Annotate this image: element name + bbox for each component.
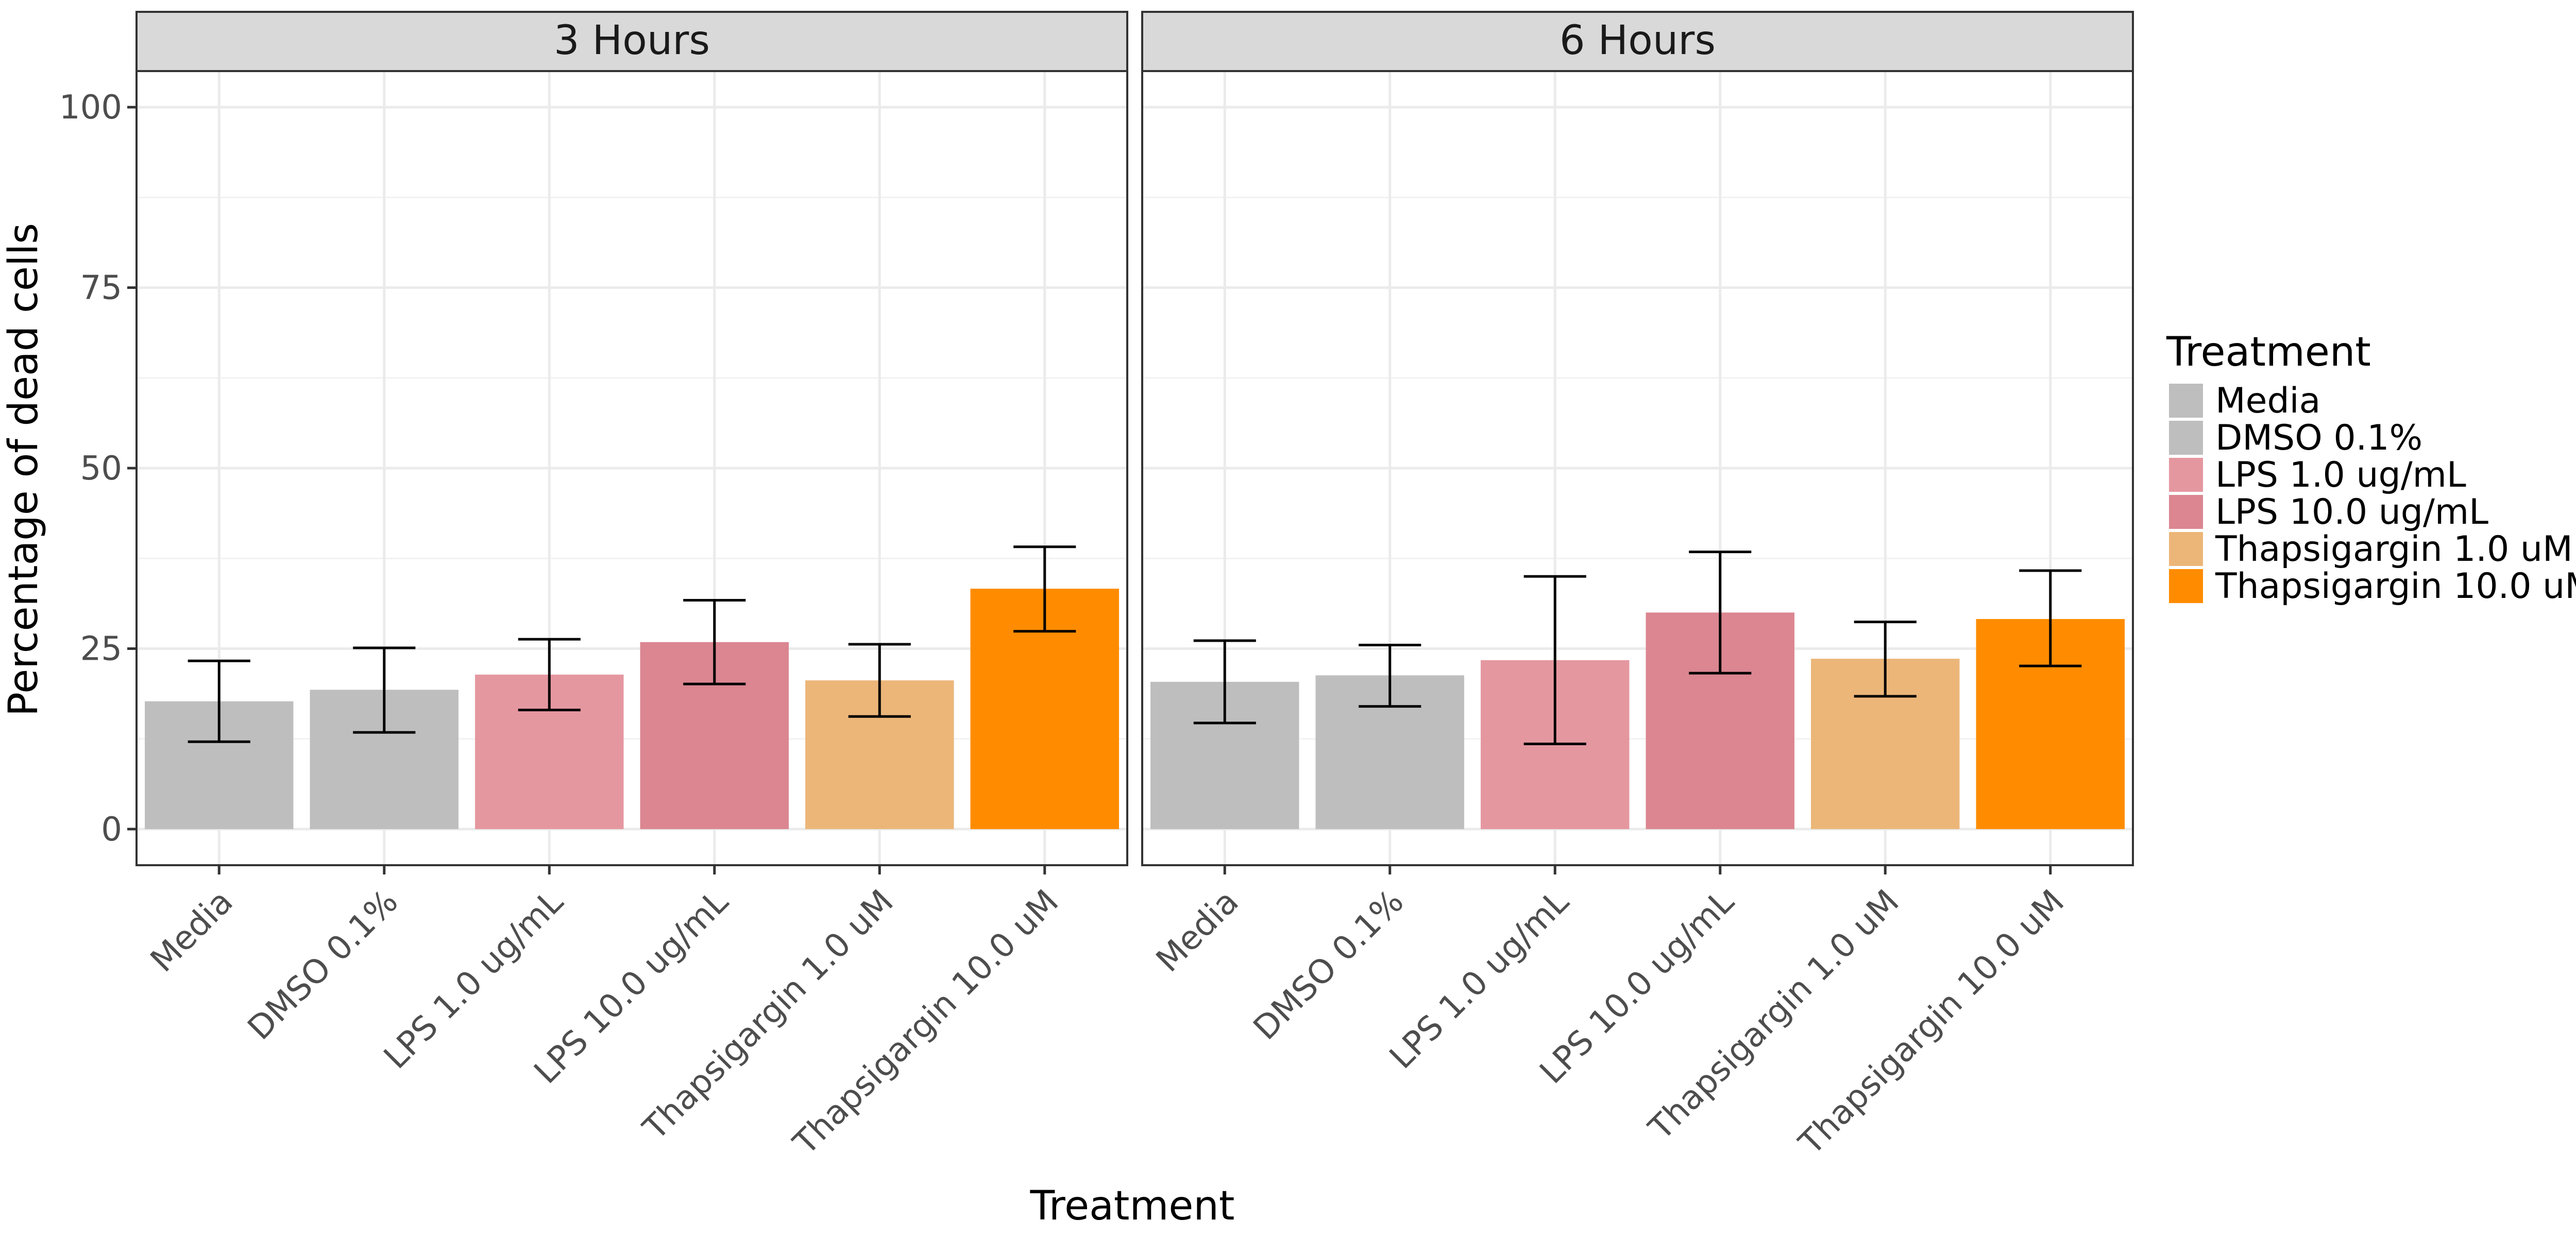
- error-bar: [353, 646, 416, 734]
- legend-label: Thapsigargin 10.0 uM: [2215, 566, 2576, 607]
- error-bar: [683, 599, 746, 685]
- error-bar: [188, 659, 250, 743]
- legend-item: LPS 1.0 ug/mL: [2169, 455, 2466, 495]
- y-tick-label: 0: [101, 811, 122, 849]
- y-tick-label: 50: [80, 450, 122, 488]
- error-bar: [2019, 569, 2082, 667]
- y-axis-title: Percentage of dead cells: [1, 223, 47, 716]
- facet-strip: [135, 11, 1128, 72]
- legend-swatch: [2169, 384, 2203, 418]
- legend-label: DMSO 0.1%: [2215, 418, 2422, 458]
- legend-swatch: [2169, 495, 2203, 529]
- legend-label: LPS 1.0 ug/mL: [2215, 455, 2466, 495]
- legend-item: Media: [2169, 381, 2320, 421]
- y-tick-label: 75: [80, 269, 122, 307]
- y-axis: 0 25 50 75 100: [59, 89, 137, 849]
- facet-strip-label: 3 Hours: [554, 18, 710, 64]
- x-tick-label: DMSO 0.1%: [1246, 883, 1411, 1048]
- legend-label: Thapsigargin 1.0 uM: [2215, 529, 2573, 570]
- error-bar: [1689, 551, 1752, 675]
- y-tick-label: 100: [59, 89, 122, 127]
- legend-title: Treatment: [2166, 329, 2371, 375]
- legend-swatch: [2169, 458, 2203, 492]
- legend-swatch: [2169, 532, 2203, 566]
- x-tick-label: LPS 1.0 ug/mL: [377, 883, 570, 1076]
- legend-swatch: [2169, 421, 2203, 455]
- error-bar: [1193, 639, 1256, 725]
- y-tick-label: 25: [80, 630, 122, 668]
- x-tick-label: DMSO 0.1%: [241, 883, 405, 1048]
- x-tick-label: Thapsigargin 10.0 uM: [786, 883, 1066, 1162]
- x-tick-label: Thapsigargin 10.0 uM: [1792, 883, 2072, 1162]
- legend-swatch: [2169, 569, 2203, 603]
- error-bar: [518, 638, 581, 712]
- legend-label: LPS 10.0 ug/mL: [2215, 492, 2488, 533]
- x-tick-label: LPS 1.0 ug/mL: [1382, 883, 1576, 1076]
- error-bar: [1523, 575, 1586, 745]
- legend-item: Thapsigargin 1.0 uM: [2169, 529, 2573, 570]
- error-bar: [848, 643, 911, 718]
- error-bar: [1013, 545, 1076, 633]
- legend-item: LPS 10.0 ug/mL: [2169, 492, 2488, 533]
- facet-strip-label: 6 Hours: [1560, 18, 1716, 64]
- legend-item: Thapsigargin 10.0 uM: [2169, 566, 2576, 607]
- error-bar: [1359, 643, 1421, 708]
- facet-strip: [1141, 11, 2134, 72]
- x-tick-label: Media: [1149, 883, 1246, 980]
- error-bar: [1854, 621, 1917, 698]
- x-tick-label: Media: [143, 883, 240, 980]
- x-axis-title: Treatment: [1030, 1183, 1235, 1229]
- legend-item: DMSO 0.1%: [2169, 418, 2422, 458]
- legend-label: Media: [2215, 381, 2320, 421]
